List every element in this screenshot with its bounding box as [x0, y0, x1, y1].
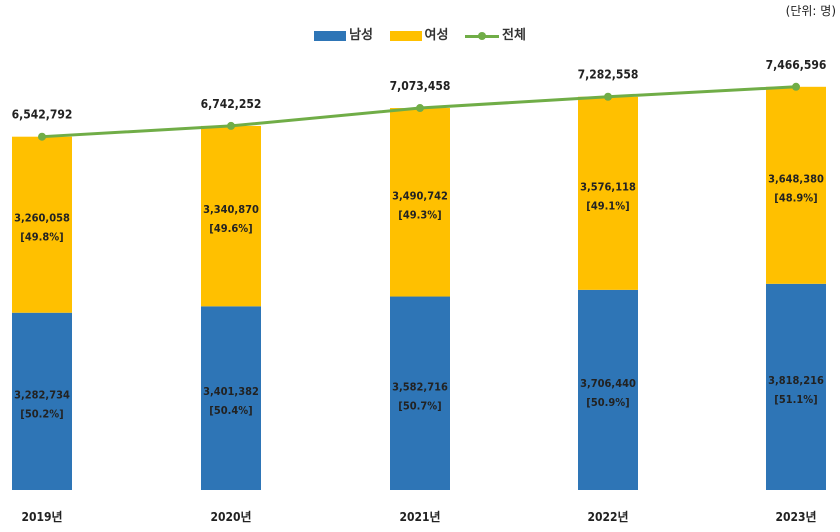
point-total: [792, 82, 800, 91]
data-label-female-value: 3,340,870: [203, 203, 259, 216]
point-total: [38, 132, 46, 141]
data-label-male-value: 3,282,734: [14, 388, 70, 401]
data-label-male-value: 3,401,382: [203, 385, 259, 398]
data-label-male-share: [50.2%]: [20, 407, 63, 420]
bar-male: [201, 306, 261, 490]
legend-swatch-female: [389, 30, 422, 41]
data-label-female-share: [48.9%]: [774, 191, 817, 204]
data-label-female-share: [49.8%]: [20, 231, 63, 244]
bar-female: [12, 136, 72, 313]
data-label-male-share: [50.7%]: [398, 399, 441, 412]
data-label-female-value: 3,576,118: [580, 180, 636, 193]
data-label-male-share: [50.9%]: [586, 396, 629, 409]
data-label-female-share: [49.1%]: [586, 199, 629, 212]
x-tick-label: 2023년: [775, 510, 816, 524]
data-label-total: 7,466,596: [766, 58, 827, 72]
data-label-female-share: [49.3%]: [398, 208, 441, 221]
point-total: [604, 92, 612, 101]
point-total: [416, 104, 424, 113]
legend-line-total: [464, 31, 499, 41]
bar-male: [578, 289, 638, 490]
bar-female: [390, 108, 450, 297]
data-label-male-share: [50.4%]: [209, 404, 252, 417]
x-tick-label: 2020년: [210, 510, 251, 524]
data-label-total: 6,542,792: [12, 108, 73, 122]
data-label-female-share: [49.6%]: [209, 222, 252, 235]
bar-female: [578, 96, 638, 290]
data-label-male-share: [51.1%]: [774, 393, 817, 406]
bar-male: [390, 296, 450, 490]
x-tick-label: 2022년: [587, 510, 628, 524]
data-label-total: 7,282,558: [578, 68, 639, 82]
data-label-female-value: 3,648,380: [768, 172, 824, 185]
chart-legend: 남성 여성 전체: [0, 24, 840, 43]
point-total: [227, 121, 235, 130]
data-label-female-value: 3,490,742: [392, 189, 448, 202]
bar-female: [201, 125, 261, 307]
bar-male: [12, 312, 72, 490]
x-tick-label: 2019년: [21, 510, 62, 524]
data-label-male-value: 3,818,216: [768, 374, 824, 387]
data-label-total: 7,073,458: [390, 79, 451, 93]
legend-swatch-male: [314, 30, 347, 41]
data-label-male-value: 3,706,440: [580, 377, 636, 390]
data-label-female-value: 3,260,058: [14, 212, 70, 225]
legend-item-male: 남성: [314, 24, 373, 43]
legend-label-female: 여성: [424, 28, 449, 43]
legend-label-male: 남성: [349, 28, 373, 43]
x-tick-label: 2021년: [399, 510, 440, 524]
legend-item-female: 여성: [389, 24, 449, 43]
bar-female: [766, 86, 826, 284]
unit-label: (단위: 명): [785, 4, 836, 18]
legend-item-total: 전체: [464, 24, 526, 43]
legend-label-total: 전체: [501, 28, 526, 43]
data-label-male-value: 3,582,716: [392, 380, 448, 393]
data-label-total: 6,742,252: [201, 97, 262, 111]
bar-male: [766, 283, 826, 490]
